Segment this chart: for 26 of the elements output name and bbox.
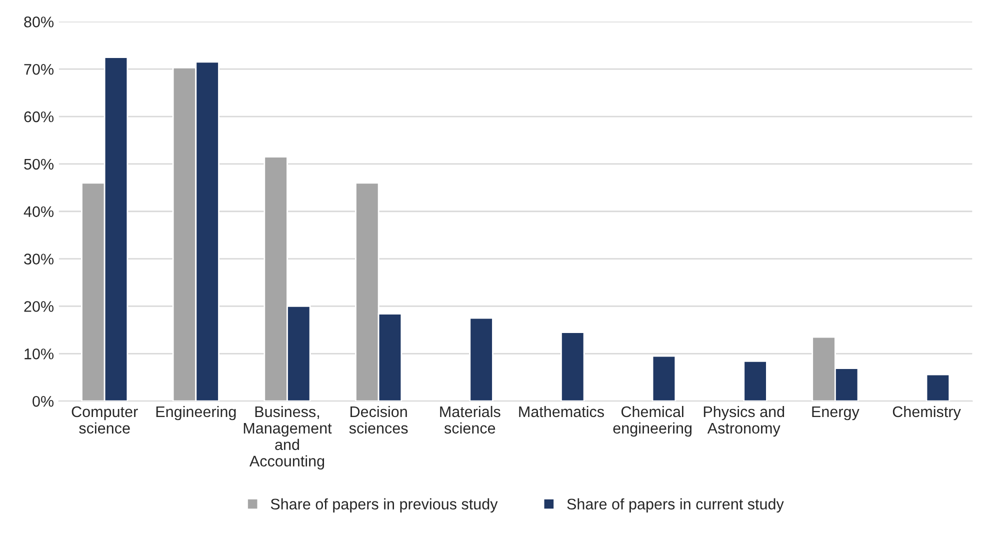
bar	[560, 332, 585, 402]
y-tick-label: 0%	[32, 396, 54, 407]
bar	[469, 317, 494, 402]
x-tick-label: Computer science	[72, 406, 138, 434]
x-tick-label: Mathematics	[519, 406, 604, 418]
y-tick-label: 60%	[24, 111, 54, 122]
bar	[652, 355, 676, 402]
x-tick-label: Business, Management and Accounting	[244, 406, 332, 470]
bar	[743, 360, 768, 402]
y-tick-label: 40%	[24, 206, 54, 218]
y-tick-label: 30%	[24, 254, 54, 264]
y-tick-label: 50%	[24, 158, 54, 170]
x-tick-label: Physics and Astronomy	[704, 406, 784, 437]
x-tick-label: Chemistry	[892, 406, 961, 420]
x-tick-label: Engineering	[156, 406, 236, 420]
y-tick-label: 70%	[24, 64, 54, 75]
bar	[926, 374, 950, 402]
legend-label: Share of papers in current study	[567, 498, 784, 513]
x-tick-label: Materials science	[440, 406, 500, 434]
x-tick-label: Chemical engineering	[613, 406, 692, 437]
x-tick-label: Energy	[812, 406, 860, 420]
y-tick-label: 80%	[24, 16, 54, 28]
y-tick-label: 20%	[24, 301, 54, 312]
y-tick-label: 10%	[24, 348, 54, 360]
x-tick-label: Decision sciences	[349, 406, 408, 434]
legend-label: Share of papers in previous study	[270, 498, 498, 513]
